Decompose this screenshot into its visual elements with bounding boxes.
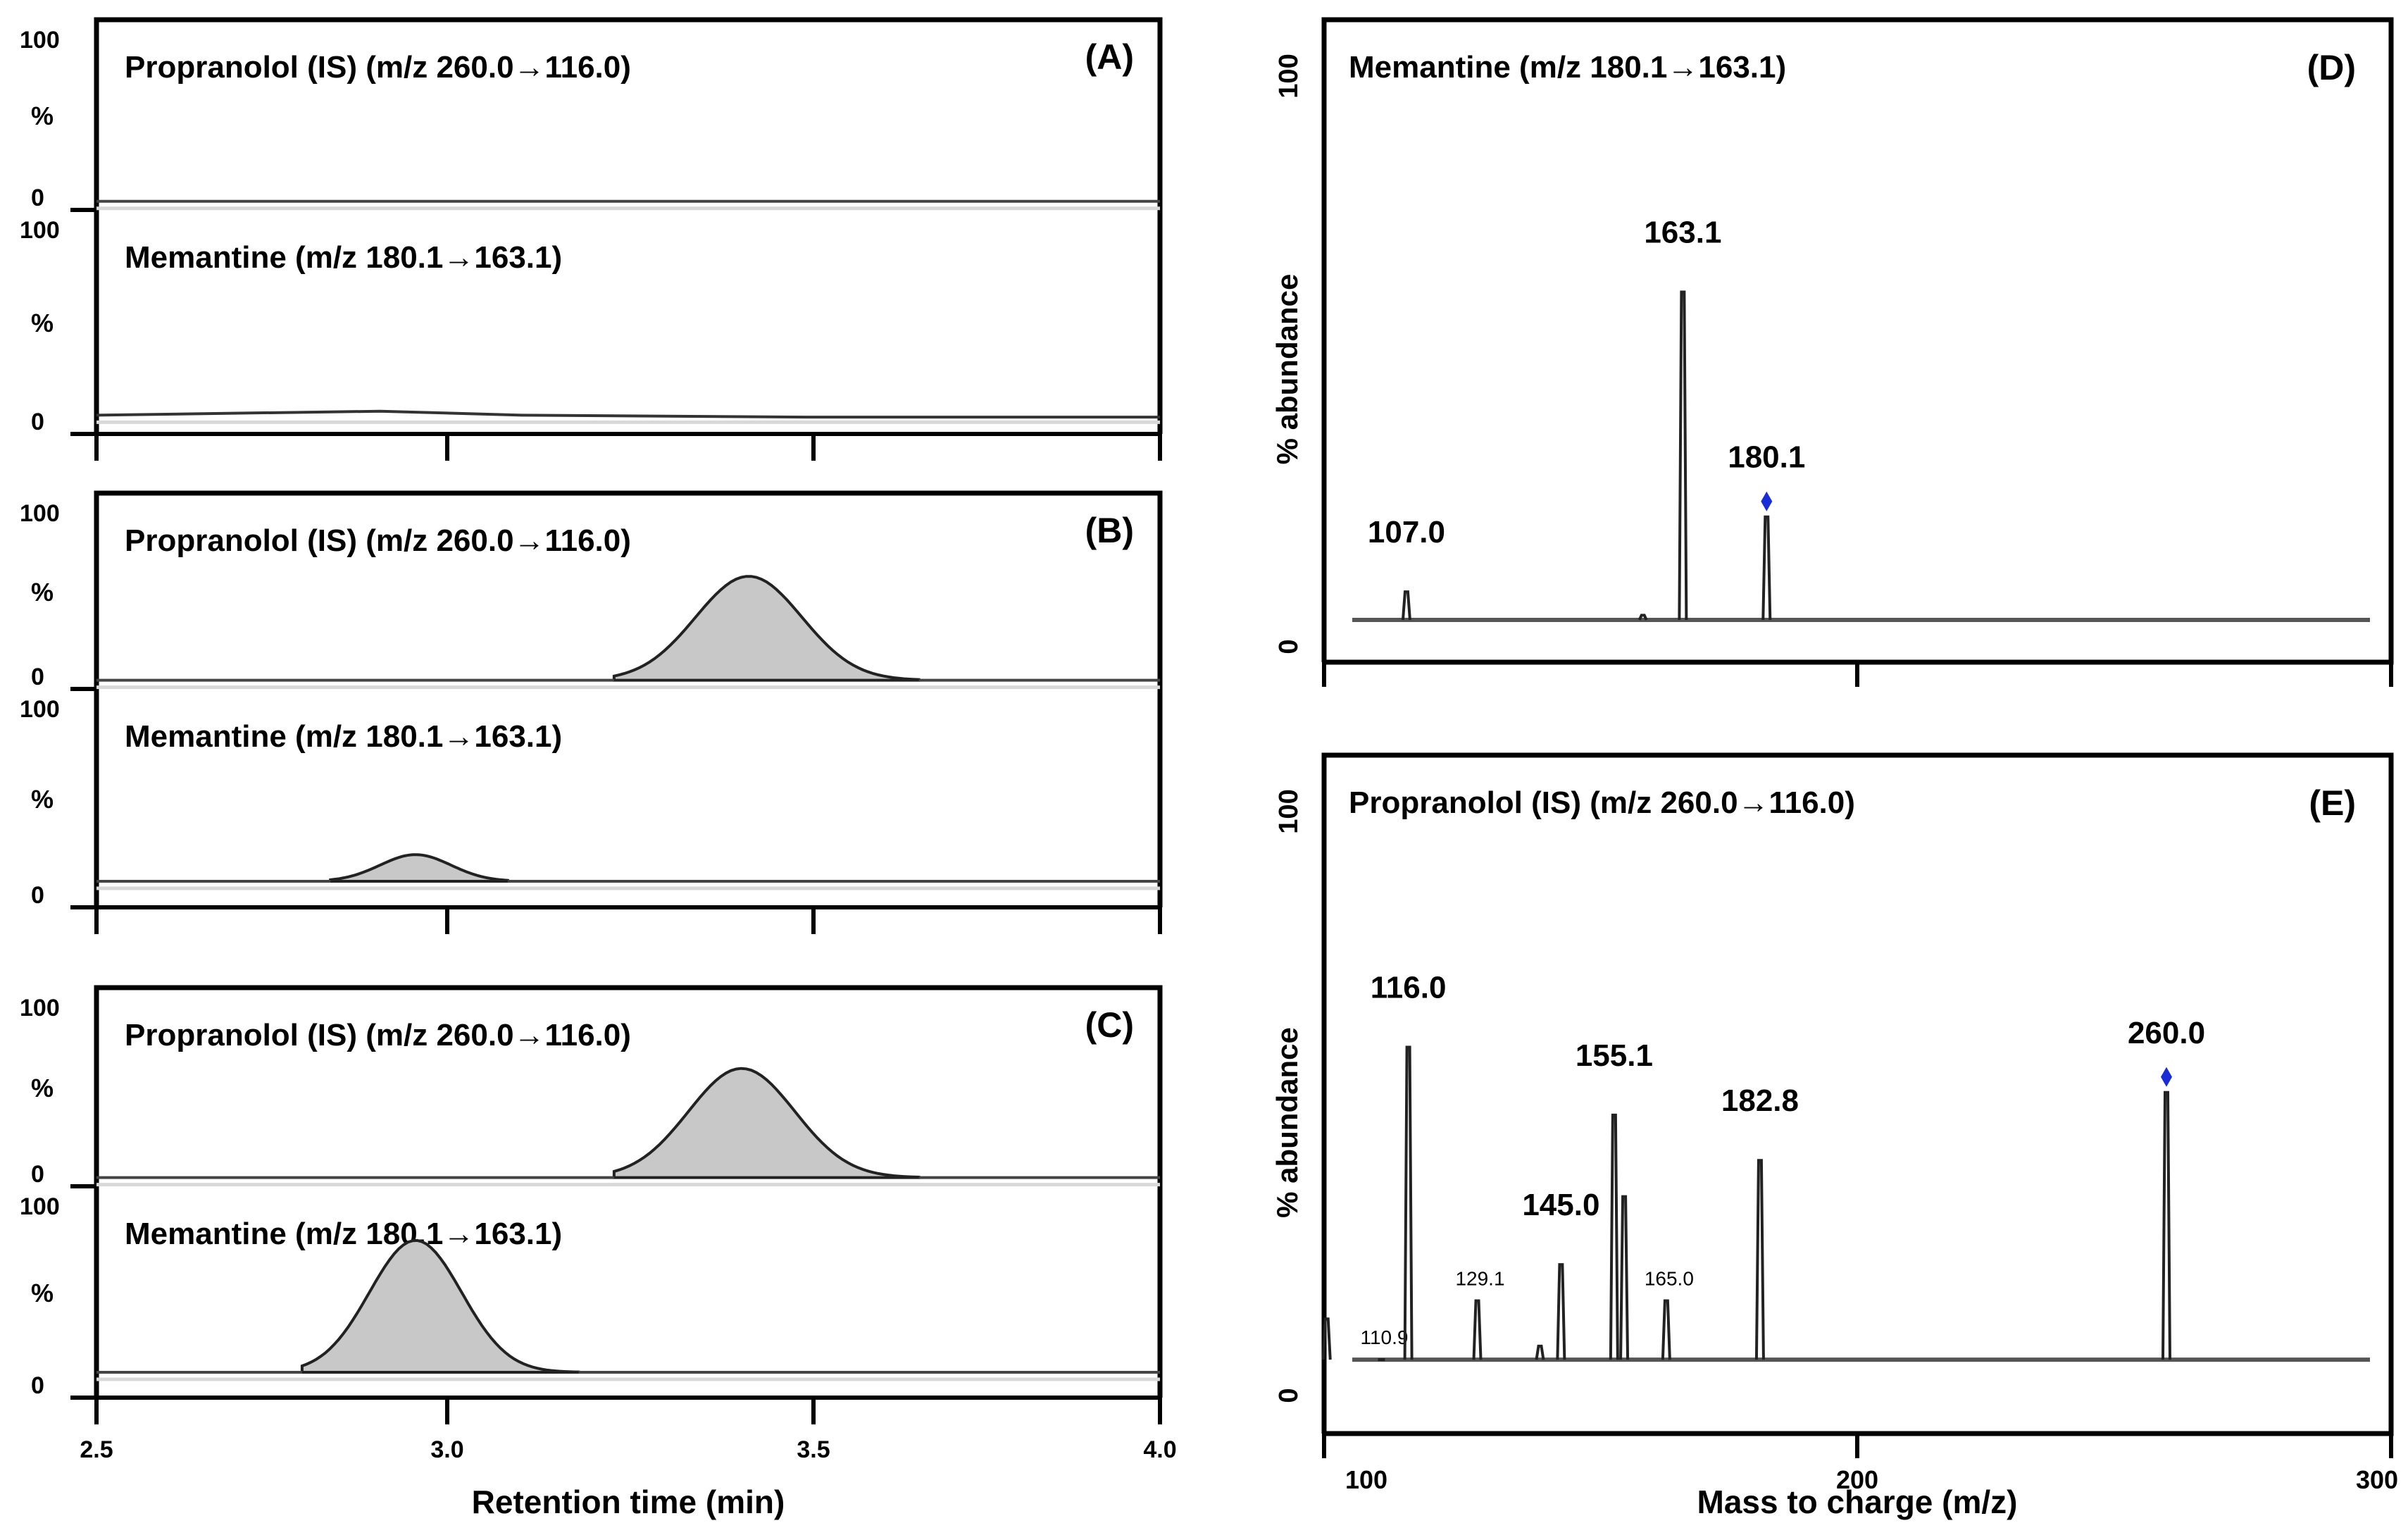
panel-label: (B) [1085,511,1134,550]
peak-label: 145.0 [1522,1188,1599,1222]
spectrum-peak [2161,1090,2171,1360]
spectrum-title: Propranolol (IS) (m/z 260.0→116.0) [1349,785,1855,820]
trace-label: Memantine (m/z 180.1→163.1) [125,719,562,754]
trace-propranolol: 100% 0 Propranolol (IS) (m/z 260.0→116.0) [20,27,1160,211]
panel-label: (C) [1085,1005,1134,1045]
chromatogram-peak [612,575,921,682]
y-tick-label-percent: % [31,309,54,337]
trace-label: Memantine (m/z 180.1→163.1) [125,1217,562,1251]
panel-e: (E) Propranolol (IS) (m/z 260.0→116.0) 100… [1271,752,2398,1520]
x-axis-title: Retention time (min) [472,1484,785,1520]
trace-memantine: 100% 0 Memantine (m/z 180.1→163.1) [20,1193,1160,1399]
peak-minor-label: 165.0 [1645,1268,1694,1290]
panel-label: (D) [2307,48,2356,87]
y-axis-title: % abundance [1271,1027,1304,1218]
spectrum-peak [1321,1317,1332,1360]
panel-a: (A) 100% 0 Propranolol (IS) (m/z 260.0→116.… [20,17,1163,461]
x-tick-label: 3.0 [430,1436,463,1463]
trace-label: Propranolol (IS) (m/z 260.0→116.0) [125,50,631,85]
mass-spectrum-panels: (D) Memantine (m/z 180.1→163.1) 100 0 % abun… [1271,17,2398,1520]
trace-propranolol: 100% 0 Propranolol (IS) (m/z 260.0→116.0) [20,995,1160,1188]
y-tick-label-100: 100 [20,1193,60,1220]
x-tick-label: 4.0 [1143,1436,1176,1463]
trace-label: Propranolol (IS) (m/z 260.0→116.0) [125,523,631,558]
y-tick-label-percent: % [31,578,54,607]
panel-label: (E) [2309,783,2356,823]
y-tick-label-100: 100 [20,500,60,527]
x-tick-label: 200 [1836,1465,1878,1494]
x-tick-label: 3.5 [797,1436,830,1463]
spectrum-peak [1678,290,1688,621]
y-tick-label-percent: % [31,1074,54,1102]
trace-memantine: 100% 0 Memantine (m/z 180.1→163.1) [20,696,1160,909]
precursor-marker [2161,1067,2172,1087]
panel-frame [1321,17,2394,665]
spectrum-peak [1609,1113,1619,1360]
precursor-marker [1761,491,1773,511]
spectrum-peak [1661,1299,1671,1360]
peak-label: 260.0 [2128,1016,2205,1050]
spectrum-peak [1472,1299,1483,1360]
trace-memantine: 100% 0 Memantine (m/z 180.1→163.1) [20,217,1160,435]
y-tick-label-0: 0 [31,882,44,909]
chromatogram-peak [612,1067,921,1179]
spectrum-title: Memantine (m/z 180.1→163.1) [1349,50,1786,85]
panel-frame [94,490,1163,907]
peak-label: 155.1 [1576,1038,1653,1073]
peak-label: 182.8 [1721,1083,1799,1118]
spectrum-peak [1761,515,1772,621]
y-tick-label-percent: % [31,101,54,130]
y-tick-label-0: 0 [31,1161,44,1188]
y-tick-label-100: 100 [20,217,60,244]
panel-frame [1321,752,2394,1436]
panel-frame [94,985,1163,1398]
panel-label: (A) [1085,37,1134,77]
chromatogram-panels: (A) 100% 0 Propranolol (IS) (m/z 260.0→116.… [20,17,1177,1520]
y-tick-label-0: 0 [31,409,44,435]
y-tick-label-0: 0 [31,185,44,211]
y-tick-label-100: 100 [20,995,60,1021]
spectrum-peak [1637,614,1648,621]
x-tick-label: 300 [2356,1465,2398,1494]
peak-minor-label: 110.9 [1360,1326,1408,1348]
y-tick-label-0: 0 [31,664,44,690]
spectrum-peak [1401,590,1411,621]
panel-frame [94,17,1163,434]
y-axis-title: % abundance [1271,274,1304,465]
peak-minor-label: 129.1 [1455,1268,1504,1290]
spectrum-peak [1535,1344,1545,1360]
y-tick-label-0: 0 [1274,1388,1304,1403]
panel-d: (D) Memantine (m/z 180.1→163.1) 100 0 % abun… [1271,17,2394,687]
y-tick-label-percent: % [31,785,54,814]
x-tick-label: 100 [1345,1465,1387,1494]
y-tick-label-100: 100 [20,696,60,723]
x-tick-label: 2.5 [80,1436,113,1463]
panel-b: (B) 100% 0 Propranolol (IS) (m/z 260.0→116.… [20,490,1163,934]
chromatogram-peak [300,1238,580,1374]
peak-label: 180.1 [1728,440,1805,475]
spectrum-peak [1619,1195,1630,1360]
spectrum-peak [1403,1045,1414,1360]
y-tick-label-100: 100 [1274,54,1304,98]
y-tick-label-percent: % [31,1279,54,1307]
y-tick-label-100: 100 [20,27,60,54]
x-axis-title: Mass to charge (m/z) [1697,1484,2018,1520]
y-tick-label-100: 100 [1274,789,1304,833]
peak-label: 116.0 [1371,970,1447,1005]
trace-line [96,409,1160,419]
y-tick-label-0: 0 [1274,639,1304,654]
trace-propranolol: 100% 0 Propranolol (IS) (m/z 260.0→116.0) [20,500,1160,690]
spectrum-peak [1556,1263,1566,1360]
peak-label: 107.0 [1368,515,1445,549]
spectrum-peak [1754,1159,1765,1360]
y-tick-label-0: 0 [31,1372,44,1399]
trace-label: Memantine (m/z 180.1→163.1) [125,240,562,275]
panel-c: (C) 100% 0 Propranolol (IS) (m/z 260.0→116.… [20,985,1177,1520]
trace-label: Propranolol (IS) (m/z 260.0→116.0) [125,1018,631,1052]
chromatogram-peak [329,853,509,883]
peak-label: 163.1 [1644,216,1721,250]
